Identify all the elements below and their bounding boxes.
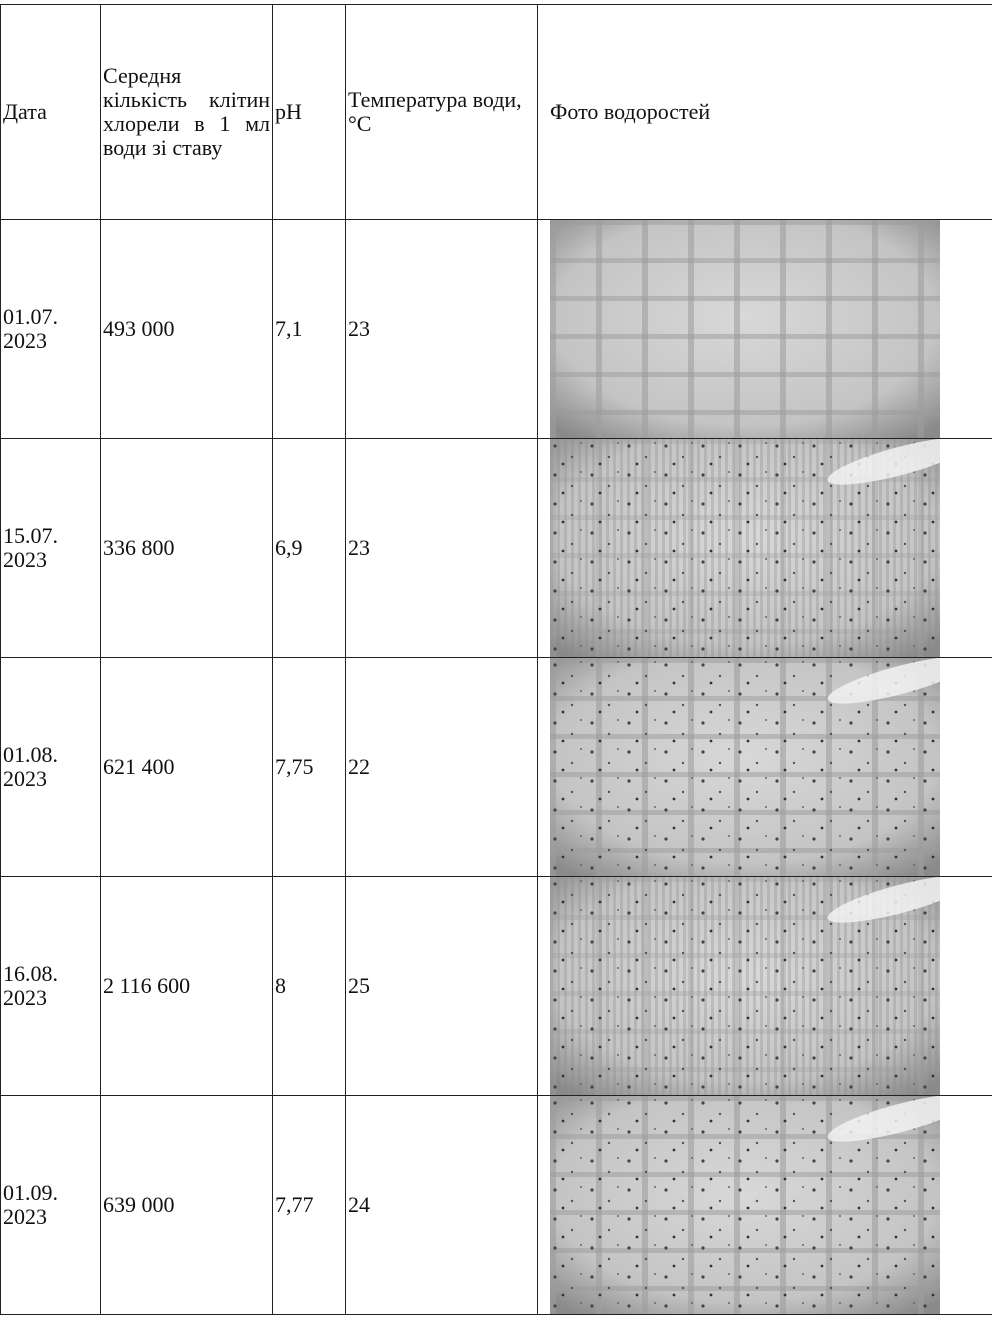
algae-photo bbox=[550, 658, 940, 876]
data-cell: 621 400 bbox=[101, 658, 273, 877]
data-cell: 23 bbox=[346, 220, 538, 439]
data-cell: 16.08.2023 bbox=[1, 877, 101, 1096]
photo-cell bbox=[538, 220, 992, 439]
photo-cell bbox=[538, 658, 992, 877]
algae-photo bbox=[550, 877, 940, 1095]
header-cell: Дата bbox=[1, 5, 101, 220]
data-cell: 25 bbox=[346, 877, 538, 1096]
data-cell: 24 bbox=[346, 1096, 538, 1315]
data-cell: 23 bbox=[346, 439, 538, 658]
data-cell: 22 bbox=[346, 658, 538, 877]
date-text: 15.07.2023 bbox=[3, 524, 63, 572]
photo-cell bbox=[538, 1096, 992, 1315]
algae-photo bbox=[550, 439, 940, 657]
data-cell: 493 000 bbox=[101, 220, 273, 439]
algae-photo bbox=[550, 1096, 940, 1314]
data-cell: 2 116 600 bbox=[101, 877, 273, 1096]
header-cell: pH bbox=[273, 5, 346, 220]
page: Дата Середня кількість клітин хлорели в … bbox=[0, 0, 992, 1320]
photo-cell bbox=[538, 439, 992, 658]
data-cell: 01.09.2023 bbox=[1, 1096, 101, 1315]
header-cell: Температура води, °С bbox=[346, 5, 538, 220]
date-text: 01.07.2023 bbox=[3, 305, 63, 353]
header-cell: Середня кількість клітин хлорели в 1 мл … bbox=[101, 5, 273, 220]
data-cell: 7,75 bbox=[273, 658, 346, 877]
data-cell: 6,9 bbox=[273, 439, 346, 658]
date-text: 01.08.2023 bbox=[3, 743, 63, 791]
data-cell: 01.08.2023 bbox=[1, 658, 101, 877]
data-cell: 7,1 bbox=[273, 220, 346, 439]
header-row: Дата Середня кількість клітин хлорели в … bbox=[1, 5, 992, 220]
photo-cell bbox=[538, 877, 992, 1096]
data-cell: 336 800 bbox=[101, 439, 273, 658]
date-text: 16.08.2023 bbox=[3, 962, 63, 1010]
data-cell: 15.07.2023 bbox=[1, 439, 101, 658]
data-cell: 7,77 bbox=[273, 1096, 346, 1315]
data-cell: 639 000 bbox=[101, 1096, 273, 1315]
data-cell: 01.07.2023 bbox=[1, 220, 101, 439]
data-cell: 8 bbox=[273, 877, 346, 1096]
algae-photo bbox=[550, 220, 940, 438]
date-text: 01.09.2023 bbox=[3, 1181, 63, 1229]
header-cell: Фото водоростей bbox=[538, 5, 992, 220]
data-table: Дата Середня кількість клітин хлорели в … bbox=[0, 4, 992, 1315]
